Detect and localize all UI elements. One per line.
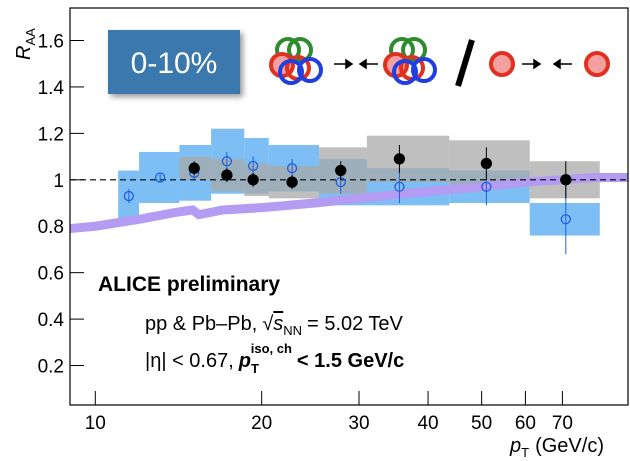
point xyxy=(123,190,134,202)
y-label-symbol: R xyxy=(13,46,35,60)
cuts: |η| < 0.67, pTiso, ch < 1.5 GeV/c xyxy=(145,341,404,376)
x-tick-label: 30 xyxy=(348,413,369,434)
y-tick-label: 1.2 xyxy=(38,124,64,145)
x-tick-label: 10 xyxy=(85,413,106,434)
collision-icon xyxy=(269,37,610,85)
system-text: pp & Pb–Pb, xyxy=(145,313,257,335)
x-label-subscript: T xyxy=(521,445,529,460)
y-tick-label: 0.6 xyxy=(38,264,64,285)
point xyxy=(560,174,572,186)
systematic-box xyxy=(139,151,180,204)
x-label-symbol: p xyxy=(509,435,521,457)
cuts-subscript: T xyxy=(251,361,259,376)
y-axis-label: RAA xyxy=(13,28,38,60)
point xyxy=(393,153,406,165)
point xyxy=(247,174,259,186)
system: pp & Pb–Pb, √sNN = 5.02 TeV xyxy=(145,313,404,338)
point xyxy=(154,172,166,183)
y-tick-label: 0.8 xyxy=(38,217,64,238)
cuts-text: |η| < 0.67, xyxy=(145,350,234,372)
theory-band xyxy=(69,172,628,234)
point xyxy=(481,181,492,192)
system-root: √ xyxy=(262,313,273,335)
cuts-symbol: p xyxy=(238,350,251,372)
point xyxy=(247,160,259,172)
y-tick-label: 0.2 xyxy=(38,357,64,378)
point xyxy=(394,181,405,192)
point xyxy=(480,157,493,170)
y-tick-label: 1.4 xyxy=(38,78,65,99)
point xyxy=(188,162,200,174)
frame xyxy=(69,7,629,406)
system-energy: = 5.02 TeV xyxy=(307,313,403,335)
x-tick-label: 60 xyxy=(515,413,536,434)
systematic-box xyxy=(366,135,450,183)
x-tick-label: 70 xyxy=(552,413,573,434)
y-tick-label: 1.6 xyxy=(38,32,64,53)
x-label-unit: (GeV/c) xyxy=(535,435,604,457)
point xyxy=(560,214,571,225)
x-tick-label: 40 xyxy=(417,413,438,434)
point xyxy=(286,163,298,174)
centrality: 0-10% xyxy=(131,47,218,80)
x-tick-label: 50 xyxy=(471,413,492,434)
centrality-badge xyxy=(108,30,240,94)
point xyxy=(335,164,347,177)
y-label-subscript: AA xyxy=(23,28,38,46)
x-axis-label: pT (GeV/c) xyxy=(509,435,604,460)
point xyxy=(221,156,233,167)
plot: 0.2 0.4 0.6 0.8 1 1.2 1.4 1.6 10 20 30 40 50 60 70 xyxy=(38,32,628,434)
system-symbol: s xyxy=(273,313,283,335)
cuts-cut: < 1.5 GeV/c xyxy=(297,350,404,372)
point xyxy=(286,176,298,188)
collaboration: ALICE preliminary xyxy=(98,273,280,296)
y-tick-label: 1 xyxy=(53,171,64,192)
arrows xyxy=(334,39,572,87)
cuts-superscript: iso, ch xyxy=(251,341,292,356)
point xyxy=(221,169,233,181)
system-subscript: NN xyxy=(283,323,302,338)
systematic-box xyxy=(529,203,600,236)
y-tick-label: 0.4 xyxy=(38,310,65,331)
x-tick-label: 20 xyxy=(251,413,272,434)
